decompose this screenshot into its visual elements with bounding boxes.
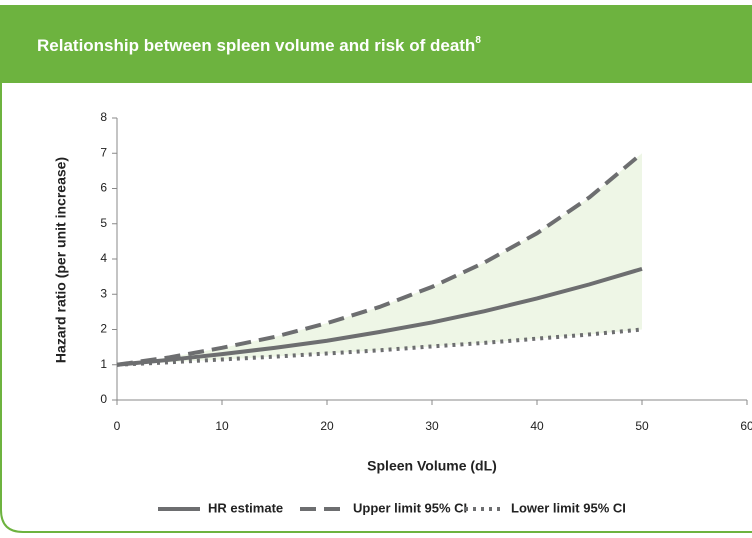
y-tick-label: 1	[100, 357, 107, 371]
title-superscript: 8	[475, 35, 481, 46]
x-tick-label: 60	[740, 419, 752, 433]
legend-label: Lower limit 95% CI	[511, 500, 626, 515]
y-tick-label: 2	[100, 322, 107, 336]
x-tick-label: 0	[114, 419, 121, 433]
y-tick-label: 0	[100, 392, 107, 406]
ci-band	[117, 153, 642, 365]
header-bar	[0, 5, 752, 83]
x-tick-label: 40	[530, 419, 544, 433]
x-tick-label: 50	[635, 419, 649, 433]
y-tick-label: 5	[100, 216, 107, 230]
card-border	[0, 60, 752, 533]
x-axis-label: Spleen Volume (dL)	[367, 458, 497, 474]
legend-label: HR estimate	[208, 500, 283, 515]
chart-title: Relationship between spleen volume and r…	[37, 35, 481, 56]
y-tick-label: 7	[100, 145, 107, 159]
x-tick-label: 10	[215, 419, 229, 433]
title-text: Relationship between spleen volume and r…	[37, 36, 475, 55]
series-line	[116, 266, 643, 367]
x-tick-label: 30	[425, 419, 439, 433]
x-tick-label: 20	[320, 419, 334, 433]
y-tick-label: 3	[100, 286, 107, 300]
legend-label: Upper limit 95% CI	[353, 500, 467, 515]
series-line	[116, 151, 644, 367]
y-tick-label: 8	[100, 110, 107, 124]
y-tick-label: 4	[100, 251, 107, 265]
y-tick-label: 6	[100, 181, 107, 195]
y-axis-label: Hazard ratio (per unit increase)	[53, 157, 69, 363]
